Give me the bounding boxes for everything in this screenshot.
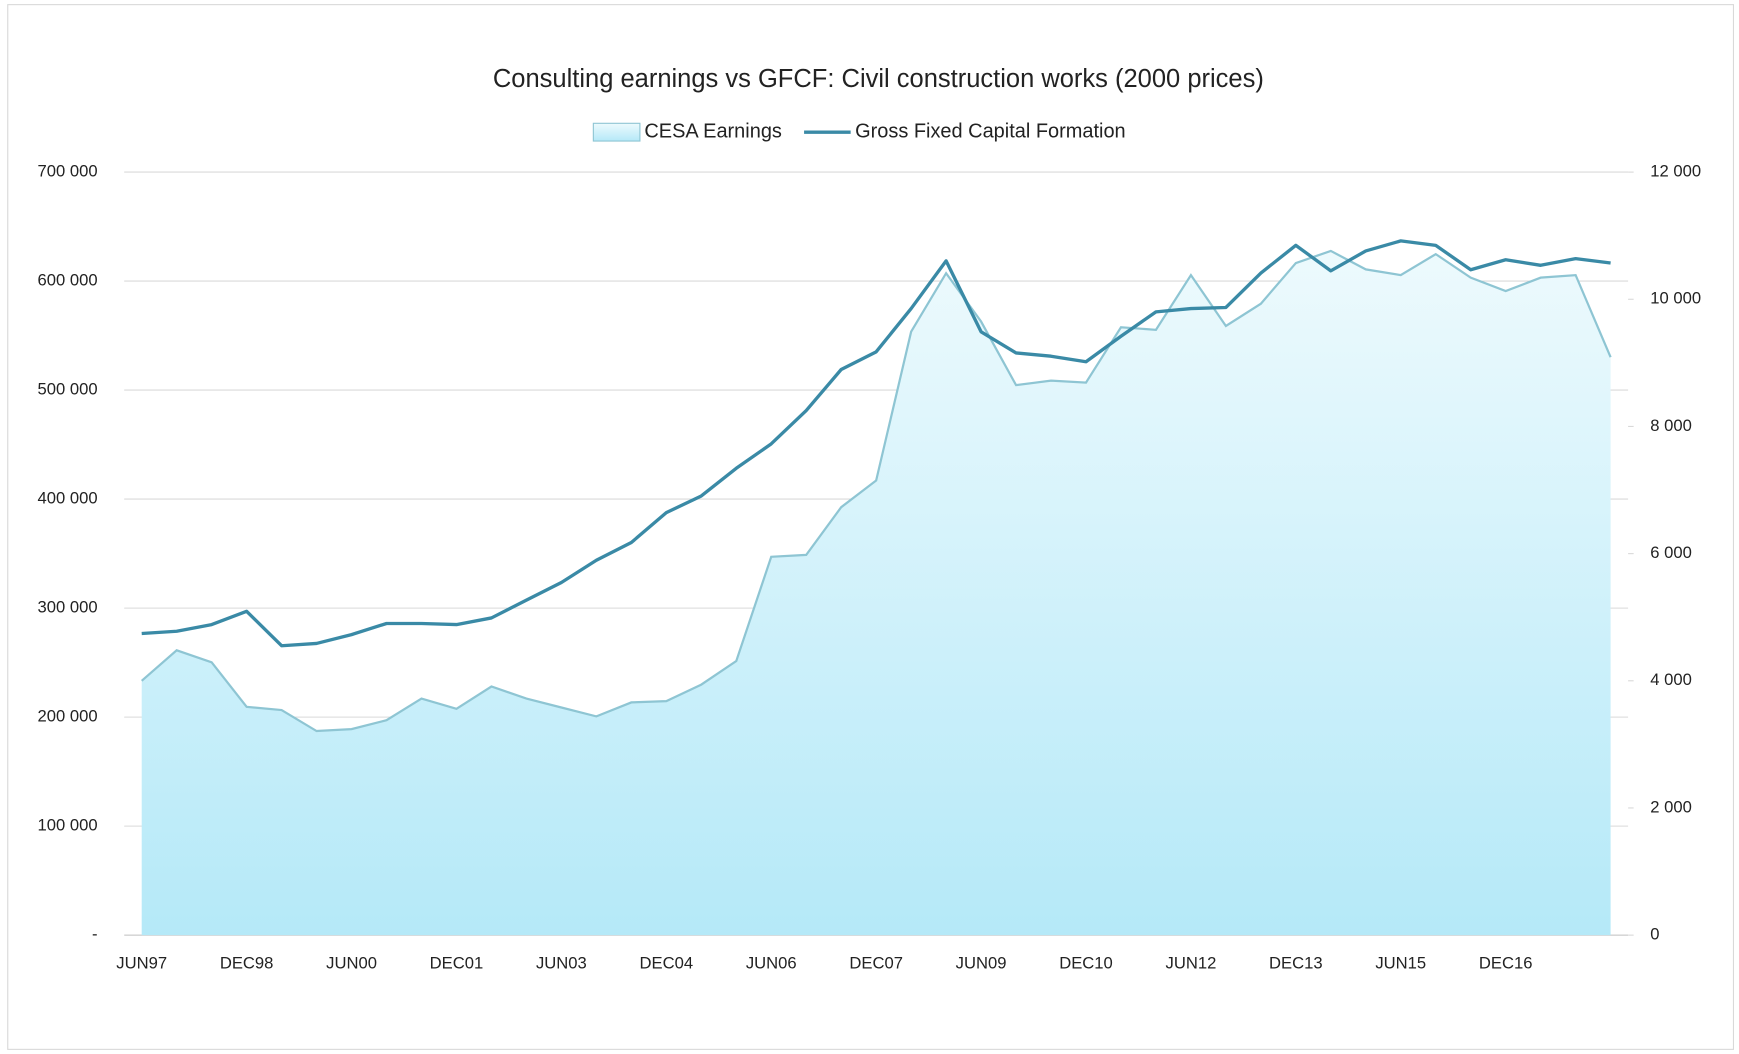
x-tick-label: DEC01 bbox=[430, 953, 484, 972]
legend-label: CESA Earnings bbox=[644, 120, 782, 142]
legend-label: Gross Fixed Capital Formation bbox=[855, 120, 1126, 142]
area-edge bbox=[140, 249, 1612, 733]
x-tick-label: JUN09 bbox=[956, 953, 1007, 972]
y-tick-label: 100 000 bbox=[37, 816, 97, 835]
x-tick-label: DEC07 bbox=[849, 953, 903, 972]
x-tick-label: JUN00 bbox=[326, 953, 377, 972]
x-tick-label: DEC10 bbox=[1059, 953, 1113, 972]
y-tick-label: 600 000 bbox=[37, 270, 97, 289]
x-tick-label: JUN06 bbox=[746, 953, 797, 972]
y-tick-label: 300 000 bbox=[37, 598, 97, 617]
x-tick-label: DEC16 bbox=[1479, 953, 1533, 972]
y2-tick-label: 0 bbox=[1650, 925, 1659, 944]
x-tick-label: JUN12 bbox=[1166, 953, 1217, 972]
y-tick-label: 400 000 bbox=[37, 489, 97, 508]
legend-swatch bbox=[592, 122, 641, 142]
x-tick-label: DEC98 bbox=[220, 953, 274, 972]
y2-tick-label: 8 000 bbox=[1650, 416, 1692, 435]
y-tick-label: 700 000 bbox=[37, 161, 97, 180]
chart-title: Consulting earnings vs GFCF: Civil const… bbox=[493, 65, 1264, 93]
area-fill bbox=[141, 250, 1611, 936]
x-tick-label: DEC13 bbox=[1269, 953, 1323, 972]
line bbox=[141, 239, 1611, 648]
y2-tick-label: 10 000 bbox=[1650, 289, 1701, 308]
y2-tick-label: 12 000 bbox=[1650, 161, 1701, 180]
x-tick-label: DEC04 bbox=[640, 953, 694, 972]
y-tick-label: - bbox=[92, 925, 98, 944]
x-tick-label: JUN15 bbox=[1375, 953, 1426, 972]
x-tick-label: JUN03 bbox=[536, 953, 587, 972]
y-tick-label: 200 000 bbox=[37, 707, 97, 726]
y2-tick-label: 6 000 bbox=[1650, 543, 1692, 562]
y-tick-label: 500 000 bbox=[37, 380, 97, 399]
y2-tick-label: 4 000 bbox=[1650, 670, 1692, 689]
y2-tick-label: 2 000 bbox=[1650, 797, 1692, 816]
x-tick-label: JUN97 bbox=[116, 953, 167, 972]
